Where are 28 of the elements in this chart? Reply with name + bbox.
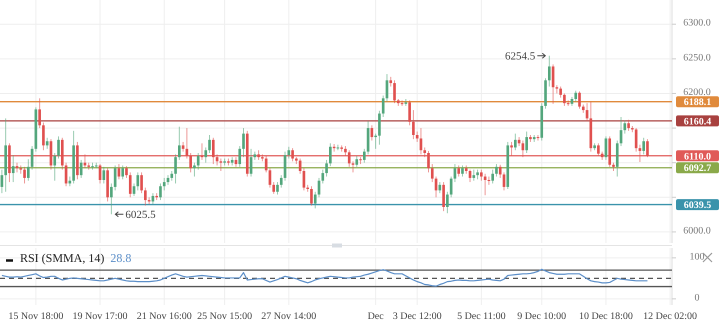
x-tick-label: 19 Nov 17:00 <box>72 311 128 322</box>
ref-line-label: 6160.4 <box>684 116 712 128</box>
y-tick-label: 6300.0 <box>683 18 711 29</box>
x-tick-label: 15 Nov 18:00 <box>8 311 64 322</box>
x-tick-label: 10 Dec 18:00 <box>578 311 633 322</box>
y-tick-label: 100 <box>690 251 704 262</box>
x-tick-label: 9 Dec 10:00 <box>517 311 566 322</box>
ref-line-label: 6110.0 <box>684 151 711 162</box>
x-tick-label: 5 Dec 11:00 <box>457 311 506 322</box>
x-tick-label: 3 Dec 12:00 <box>392 311 442 322</box>
y-tick-label: 6200.0 <box>683 86 711 98</box>
x-tick-label: 27 Nov 14:00 <box>261 311 316 322</box>
annotation: 6254.5 <box>505 50 536 63</box>
annotation: 6025.5 <box>125 209 156 222</box>
annotation: 28.8 <box>110 251 132 265</box>
line-series <box>1 268 648 287</box>
chart-title: RSI (SMMA, 14) <box>20 251 104 265</box>
y-tick-label: 0 <box>694 292 700 304</box>
x-tick-label: 21 Nov 16:00 <box>136 311 192 322</box>
ref-line-label: 6092.7 <box>684 163 712 174</box>
y-tick-label: 6000.0 <box>683 225 711 236</box>
x-tick-label: 25 Nov 15:00 <box>197 311 252 322</box>
x-tick-label: Dec <box>368 311 384 322</box>
ref-line-label: 6188.1 <box>684 97 712 108</box>
y-tick-label: 6250.0 <box>683 52 711 64</box>
x-tick-label: 12 Dec 02:00 <box>643 311 698 322</box>
ref-line-label: 6039.5 <box>684 200 712 212</box>
candlestick <box>488 176 490 186</box>
